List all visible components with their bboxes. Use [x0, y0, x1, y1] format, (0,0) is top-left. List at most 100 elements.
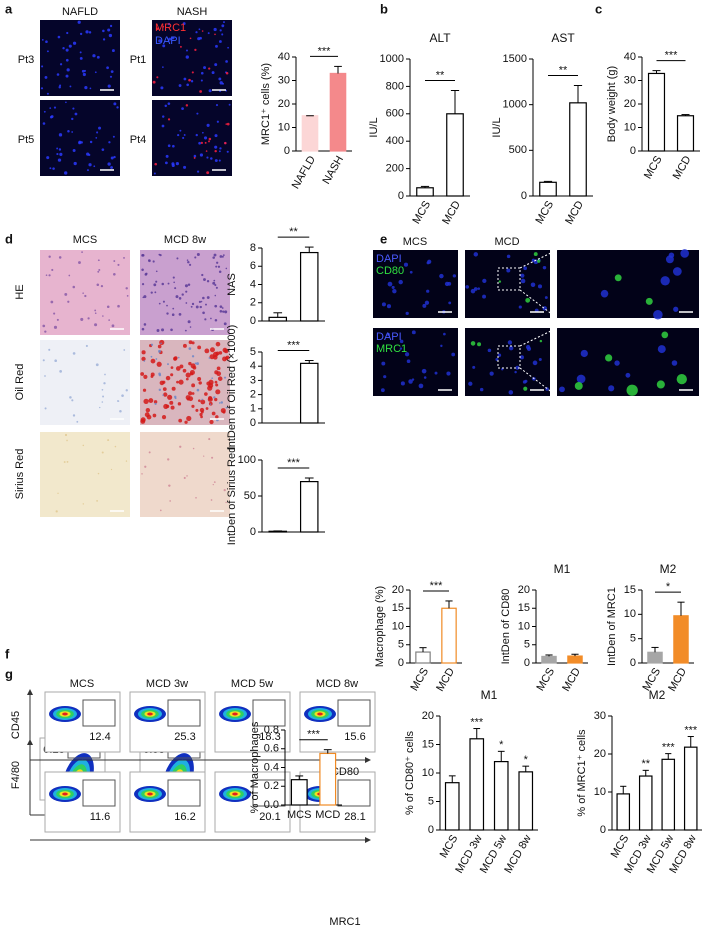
texture: [71, 399, 74, 402]
y-tick-label: 5: [250, 346, 256, 358]
texture: [82, 444, 85, 447]
significance: ***: [287, 339, 301, 351]
texture: [170, 405, 175, 410]
texture: [203, 278, 206, 281]
stain-label: CD80: [376, 265, 404, 277]
bar: [415, 651, 431, 664]
texture: [207, 385, 213, 391]
y-tick-label: 1500: [503, 53, 527, 65]
chart-title: ALT: [429, 31, 451, 45]
texture: [525, 297, 531, 303]
column-title: MCD: [494, 236, 519, 248]
texture: [479, 387, 484, 392]
texture: [72, 352, 76, 355]
texture: [79, 56, 83, 60]
micrograph: [40, 432, 130, 517]
texture: [215, 104, 219, 107]
texture: [143, 398, 149, 405]
y-tick-label: 5: [428, 795, 434, 807]
y-tick-label: 20: [278, 98, 290, 110]
texture: [673, 306, 679, 312]
texture: [204, 348, 210, 354]
texture: [56, 318, 59, 321]
texture: [165, 154, 169, 158]
texture: [107, 28, 111, 32]
texture: [403, 262, 409, 267]
texture: [148, 398, 154, 403]
texture: [178, 297, 182, 300]
density: [232, 792, 238, 796]
texture: [152, 80, 156, 84]
texture: [201, 30, 204, 32]
texture: [67, 300, 70, 303]
texture: [477, 287, 481, 290]
texture: [452, 274, 457, 278]
texture: [162, 387, 167, 392]
bar: [676, 115, 695, 152]
texture: [195, 133, 198, 137]
texture: [208, 438, 211, 441]
texture: [409, 270, 413, 274]
texture: [195, 408, 199, 412]
texture: [660, 276, 670, 286]
texture: [207, 32, 210, 35]
texture: [193, 154, 197, 158]
gate: [167, 699, 201, 727]
texture: [210, 157, 213, 160]
texture: [194, 362, 197, 365]
texture: [96, 55, 100, 59]
texture: [214, 319, 218, 322]
texture: [102, 315, 104, 317]
texture: [422, 303, 427, 308]
texture: [406, 359, 411, 363]
texture: [206, 156, 209, 159]
texture: [518, 305, 522, 309]
texture: [89, 87, 92, 90]
texture: [653, 309, 663, 320]
texture: [212, 281, 216, 285]
texture: [671, 360, 678, 366]
x-tick-label: MCD: [560, 666, 583, 694]
texture: [117, 304, 120, 308]
texture: [170, 373, 174, 377]
texture: [608, 385, 615, 392]
panel-letter: f: [5, 646, 10, 661]
texture: [542, 265, 547, 270]
texture: [53, 312, 56, 315]
gate-value: 16.2: [174, 811, 195, 823]
texture: [64, 171, 68, 175]
texture: [226, 122, 230, 126]
texture: [99, 406, 101, 409]
panel-letter: c: [595, 1, 602, 16]
texture: [154, 291, 157, 294]
bar: [299, 481, 319, 533]
texture: [159, 509, 162, 512]
texture: [220, 401, 224, 404]
texture: [214, 159, 218, 163]
texture: [167, 102, 171, 106]
texture: [116, 106, 119, 109]
column-title: MCD 8w: [316, 678, 358, 690]
y-tick-label: 20: [624, 98, 636, 110]
texture: [418, 383, 424, 389]
row-label: HE: [14, 284, 26, 299]
texture: [200, 399, 206, 405]
texture: [109, 24, 113, 28]
texture: [175, 162, 179, 166]
texture: [161, 328, 165, 332]
texture: [399, 339, 404, 344]
texture: [117, 400, 120, 402]
texture: [72, 41, 77, 45]
texture: [162, 66, 164, 68]
texture: [161, 415, 167, 420]
gate: [337, 699, 371, 727]
texture: [197, 399, 201, 402]
y-tick-label: 15: [392, 602, 404, 614]
texture: [224, 348, 229, 354]
significance: *: [666, 581, 671, 593]
bar: [518, 771, 534, 831]
texture: [157, 344, 162, 349]
texture: [179, 445, 182, 448]
y-tick-label: 10: [518, 620, 530, 632]
texture: [625, 372, 631, 378]
